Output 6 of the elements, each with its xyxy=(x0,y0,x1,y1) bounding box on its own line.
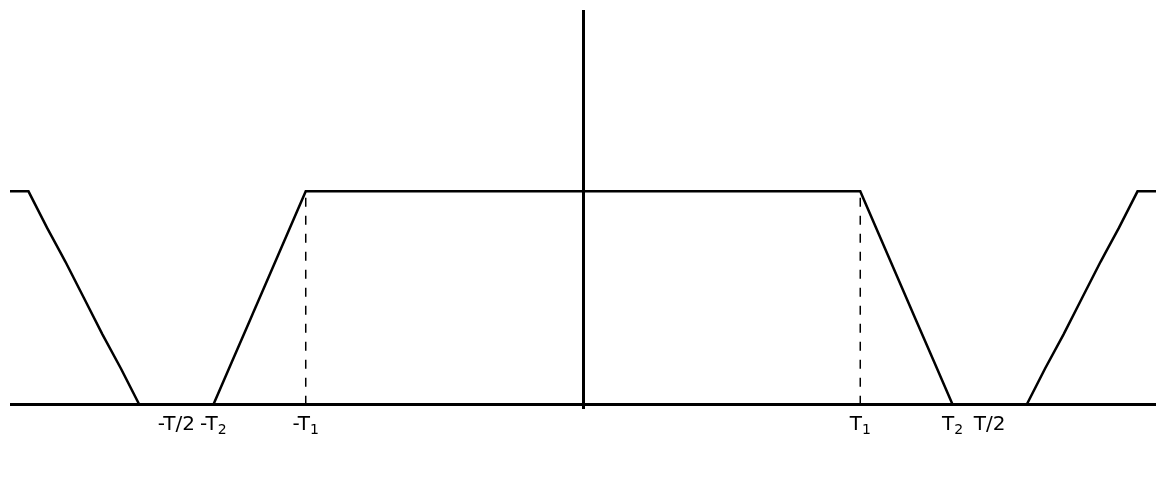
x-tick-label: -T/2 xyxy=(157,411,195,435)
x-tick-label: -T$_{1}$ xyxy=(292,411,320,438)
x-tick-label: T$_{1}$ xyxy=(848,411,871,438)
x-tick-label: -T$_{2}$ xyxy=(200,411,227,438)
x-tick-label: T$_{2}$ xyxy=(941,411,964,438)
x-tick-label: T/2 xyxy=(972,411,1006,435)
